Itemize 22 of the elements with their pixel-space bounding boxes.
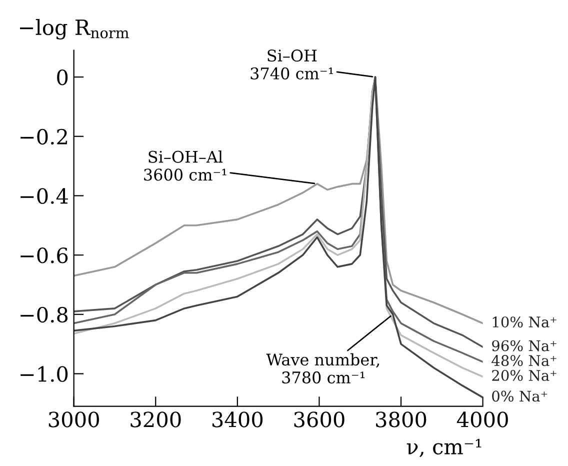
x-axis-title: ν, cm⁻¹ [406,438,482,458]
annotation: Si–OH–Al 3600 cm⁻¹ [144,150,226,181]
series-label: 10% Na⁺ [492,316,556,328]
x-tick-label: 3400 [212,412,263,428]
y-tick-label: −0.8 [20,306,68,323]
series-label: 0% Na⁺ [492,390,548,402]
annotation: Si–OH 3740 cm⁻¹ [250,50,333,80]
x-tick-label: 4000 [456,412,508,428]
series-label: 96% Na⁺ [492,340,556,352]
series-label: 20% Na⁺ [492,370,556,381]
series-label: 48% Na⁺ [492,355,556,366]
y-axis-title: −log R$_{norm}$ [20,19,129,40]
y-tick-label: −0.2 [20,128,67,145]
x-tick-label: 3600 [294,412,344,428]
y-tick-label: −0.6 [20,247,68,264]
y-tick-label: 0 [57,69,68,86]
x-tick-label: 3800 [376,412,426,428]
x-tick-label: 3200 [130,412,181,428]
x-tick-label: 3000 [48,412,99,428]
y-tick-label: −0.4 [20,188,68,204]
y-tick-label: −1.0 [20,366,68,382]
annotation: Wave number, 3780 cm⁻¹ [266,353,380,384]
